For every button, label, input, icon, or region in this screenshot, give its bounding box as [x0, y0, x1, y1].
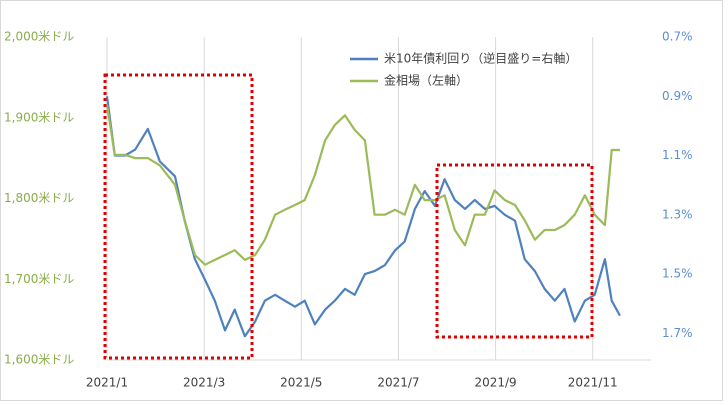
y2-tick-label: 1.3%: [662, 207, 693, 221]
highlight-box: [435, 163, 594, 339]
x-tick-label: 2021/3: [183, 376, 225, 390]
legend-label: 米10年債利回り（逆目盛り=右軸）: [384, 51, 577, 66]
y2-tick-label: 0.9%: [662, 89, 693, 103]
highlight-box: [103, 73, 254, 360]
y2-tick-label: 1.5%: [662, 267, 693, 281]
x-tick-label: 2021/9: [474, 376, 516, 390]
x-tick-label: 2021/7: [377, 376, 419, 390]
y-tick-label: 2,000米ドル: [4, 30, 74, 44]
line-series: [105, 96, 621, 338]
legend-label: 金相場（左軸）: [384, 73, 468, 88]
x-tick-label: 2021/5: [280, 376, 322, 390]
line-series: [105, 104, 620, 266]
y-tick-label: 1,700米ドル: [4, 272, 74, 286]
x-tick-label: 2021/11: [568, 376, 618, 390]
x-tick-label: 2021/1: [86, 376, 128, 390]
y-tick-label: 1,600米ドル: [4, 353, 74, 367]
y2-tick-label: 0.7%: [662, 30, 693, 44]
y-tick-label: 1,800米ドル: [4, 191, 74, 205]
y2-tick-label: 1.7%: [662, 326, 693, 340]
y-tick-label: 1,900米ドル: [4, 110, 74, 124]
y2-tick-label: 1.1%: [662, 148, 693, 162]
